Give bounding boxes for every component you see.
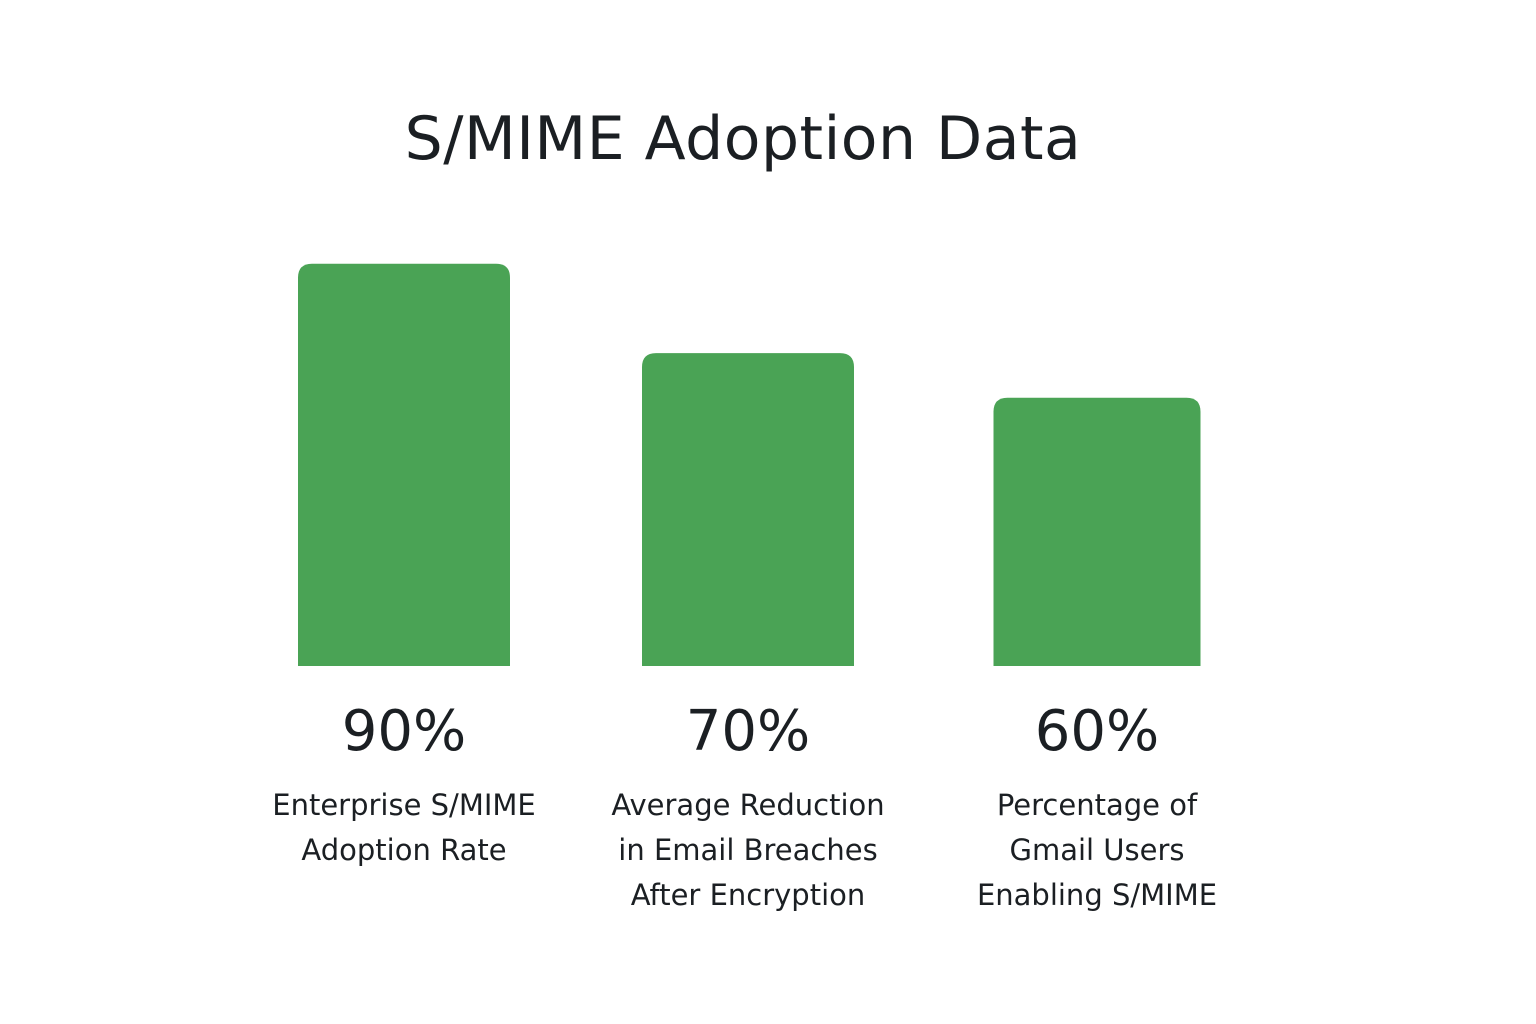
category-label-line: Enterprise S/MIME: [272, 788, 536, 822]
category-label-line: Adoption Rate: [301, 833, 506, 867]
category-label-2: Average Reduction in Email Breaches After …: [611, 788, 884, 912]
bar-value-label-2: 70%: [686, 699, 810, 764]
bar-2: [642, 353, 854, 666]
category-label-3: Percentage of Gmail Users Enabling S/MIME: [977, 788, 1217, 912]
bar-1: [298, 263, 510, 666]
category-label-1: Enterprise S/MIME Adoption Rate: [272, 788, 536, 867]
category-label-line: Average Reduction: [611, 788, 884, 822]
category-label-line: Gmail Users: [1009, 833, 1184, 867]
chart-title: S/MIME Adoption Data: [404, 104, 1082, 174]
category-label-line: in Email Breaches: [618, 833, 877, 867]
bar-value-label-3: 60%: [1035, 699, 1159, 764]
category-label-line: Enabling S/MIME: [977, 878, 1217, 912]
category-label-line: After Encryption: [631, 878, 866, 912]
bar-3: [993, 397, 1201, 666]
bar-value-label-1: 90%: [342, 699, 466, 764]
category-label-line: Percentage of: [997, 788, 1198, 822]
